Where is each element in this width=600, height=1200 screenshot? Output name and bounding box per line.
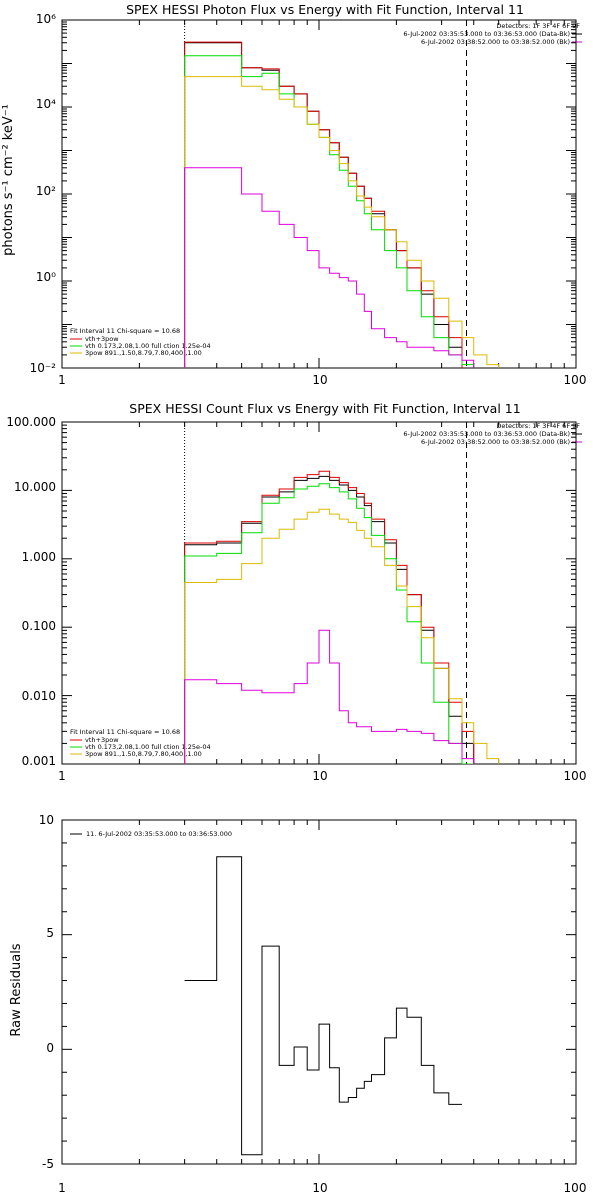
photon-flux-ytick-label-2: 10² <box>36 184 56 198</box>
residuals-panel: Raw Residuals -5 0 5 10 1 10 100 11. 6-J… <box>9 813 586 1195</box>
photon-flux-legend-vth: vth 0.173,2.08,1.00 full ction 1.25e-04 <box>85 342 211 350</box>
photon-flux-legend-fit-header: Fit Interval 11 Chi-square = 10.68 <box>70 327 180 335</box>
count-flux-ytick-label-5: 100.000 <box>6 415 56 429</box>
photon-flux-y-tick-labels: 10⁻² 10⁰ 10² 10⁴ 10⁶ <box>30 12 57 375</box>
photon-flux-legend-top-right: Detectors: 1F 3F 4F 6F 9F 6-Jul-2002 03:… <box>403 22 582 46</box>
residuals-ytick-label-2: 5 <box>46 926 54 940</box>
photon-flux-series-group <box>184 41 500 368</box>
count-flux-ytick-label-2: 0.100 <box>22 619 56 633</box>
residuals-tick-marks <box>61 819 577 1165</box>
photon-flux-series-line-4 <box>184 167 475 368</box>
photon-flux-ytick-label-4: 10⁶ <box>36 12 56 26</box>
count-flux-legend-detectors: Detectors: 1F 3F 4F 6F 9F <box>496 422 580 430</box>
count-flux-series-line-0 <box>184 475 475 764</box>
photon-flux-ytick-label-3: 10⁴ <box>36 97 56 111</box>
count-flux-series-group <box>184 470 500 764</box>
photon-flux-xtick-label-1: 10 <box>312 373 327 387</box>
plot-areas <box>61 19 577 1165</box>
photon-flux-series-line-3 <box>184 76 500 368</box>
photon-flux-title: SPEX HESSI Photon Flux vs Energy with Fi… <box>126 2 524 17</box>
photon-flux-tick-marks <box>61 19 577 369</box>
count-flux-legend-3pow: 3pow 891.,1.50,8.79,7.80,400.,1.00 <box>85 750 202 758</box>
count-flux-ytick-label-3: 1.000 <box>22 550 56 564</box>
photon-flux-legend-3pow: 3pow 891.,1.50,8.79,7.80,400.,1.00 <box>85 349 202 357</box>
residuals-xtick-label-1: 10 <box>312 1181 327 1195</box>
residuals-ytick-label-0: -5 <box>42 1157 54 1171</box>
residuals-xtick-label-0: 1 <box>58 1181 66 1195</box>
count-flux-series-line-3 <box>184 508 500 764</box>
photon-flux-panel: SPEX HESSI Photon Flux vs Energy with Fi… <box>1 2 586 387</box>
photon-flux-legend-entry-data: 6-Jul-2002 03:35:53.000 to 03:36:53.000 … <box>403 30 570 38</box>
count-flux-title: SPEX HESSI Count Flux vs Energy with Fit… <box>129 401 520 416</box>
residuals-ytick-label-1: 0 <box>46 1041 54 1055</box>
residuals-legend-entry: 11. 6-Jul-2002 03:35:53.000 to 03:36:53.… <box>86 830 232 838</box>
count-flux-plot-area <box>61 421 577 765</box>
count-flux-y-tick-labels: 0.001 0.010 0.100 1.000 10.000 100.000 <box>6 415 56 768</box>
photon-flux-xtick-label-2: 100 <box>564 373 587 387</box>
count-flux-legend-fit-header: Fit Interval 11 Chi-square = 10.68 <box>70 728 180 736</box>
count-flux-tick-marks <box>61 421 577 765</box>
count-flux-legend-top-right: Detectors: 1F 3F 4F 6F 9F 6-Jul-2002 03:… <box>403 422 582 446</box>
photon-flux-plot-area <box>61 19 577 369</box>
photon-flux-legend-entry-bk: 6-Jul-2002 03:38:52.000 to 03:38:52.000 … <box>421 38 570 46</box>
count-flux-ytick-label-1: 0.010 <box>22 689 56 703</box>
residuals-y-label: Raw Residuals <box>9 943 24 1036</box>
photon-flux-xtick-label-0: 1 <box>58 373 66 387</box>
photon-flux-ytick-label-1: 10⁰ <box>36 270 56 284</box>
residuals-legend: 11. 6-Jul-2002 03:35:53.000 to 03:36:53.… <box>70 830 232 838</box>
photon-flux-legend-detectors: Detectors: 1F 3F 4F 6F 9F <box>496 22 580 30</box>
count-flux-legend-entry-bk: 6-Jul-2002 03:38:52.000 to 03:38:52.000 … <box>421 438 570 446</box>
residuals-y-tick-labels: -5 0 5 10 <box>39 813 54 1171</box>
count-flux-legend-vth: vth 0.173,2.08,1.00 full ction 1.25e-04 <box>85 743 211 751</box>
count-flux-xtick-label-2: 100 <box>564 769 587 783</box>
residuals-xtick-label-2: 100 <box>564 1181 587 1195</box>
photon-flux-legend-model: vth+3pow <box>85 335 119 343</box>
photon-flux-ytick-label-0: 10⁻² <box>30 361 57 375</box>
photon-flux-y-label: photons s⁻¹ cm⁻² keV⁻¹ <box>1 104 16 256</box>
residuals-plot-area <box>61 819 577 1165</box>
count-flux-legend-model: vth+3pow <box>85 736 119 744</box>
count-flux-x-tick-labels: 1 10 100 <box>58 769 586 783</box>
count-flux-legend-bottom-left: Fit Interval 11 Chi-square = 10.68 vth+3… <box>70 728 211 758</box>
count-flux-xtick-label-1: 10 <box>312 769 327 783</box>
count-flux-series-line-2 <box>184 483 474 764</box>
count-flux-ytick-label-4: 10.000 <box>14 480 56 494</box>
count-flux-xtick-label-0: 1 <box>58 769 66 783</box>
count-flux-panel: SPEX HESSI Count Flux vs Energy with Fit… <box>6 401 586 783</box>
residuals-x-tick-labels: 1 10 100 <box>58 1181 586 1195</box>
residuals-ytick-label-3: 10 <box>39 813 54 827</box>
count-flux-legend-entry-data: 6-Jul-2002 03:35:53.000 to 03:36:53.000 … <box>403 430 570 438</box>
residuals-series-group <box>184 856 462 1156</box>
photon-flux-x-tick-labels: 1 10 100 <box>58 373 586 387</box>
count-flux-series-line-1 <box>184 470 475 764</box>
residuals-series-line-0 <box>184 856 462 1156</box>
photon-flux-legend-bottom-left: Fit Interval 11 Chi-square = 10.68 vth+3… <box>70 327 211 357</box>
count-flux-ytick-label-0: 0.001 <box>22 754 56 768</box>
count-flux-series-line-4 <box>184 629 475 764</box>
